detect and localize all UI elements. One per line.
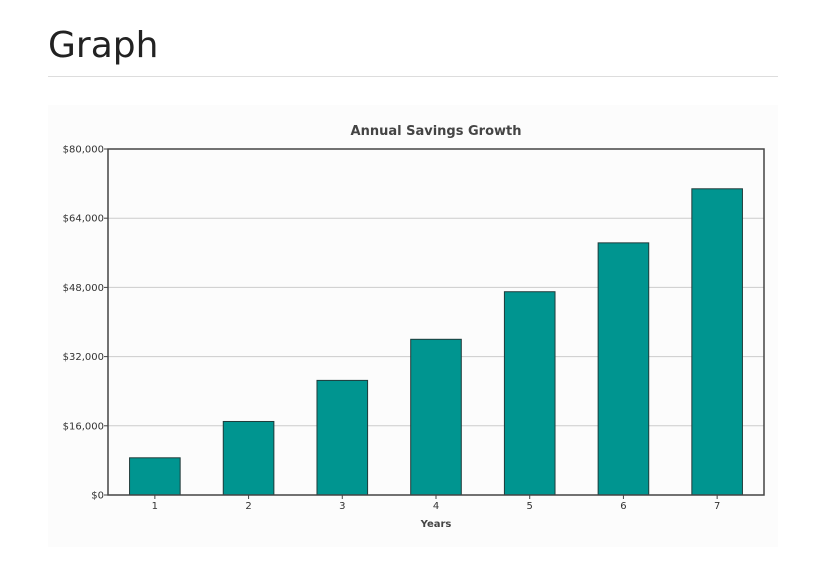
y-tick-label: $64,000 xyxy=(63,214,104,225)
bar xyxy=(222,420,275,496)
bar xyxy=(316,379,369,496)
x-tick-label: 2 xyxy=(245,501,251,512)
x-axis-ticks: 1 2 3 4 5 6 7 xyxy=(152,495,720,512)
x-tick-label: 7 xyxy=(714,501,720,512)
y-tick-label: $80,000 xyxy=(63,145,104,156)
y-tick-label: $16,000 xyxy=(63,421,104,432)
x-tick-label: 6 xyxy=(620,501,626,512)
bar xyxy=(597,242,650,496)
bar-chart: Annual Savings Growth $0 $16,000 $32,000 $4… xyxy=(63,124,765,530)
bar xyxy=(129,457,181,496)
title-divider xyxy=(48,76,778,77)
y-axis-ticks: $0 $16,000 $32,000 $48,000 $64,000 $80,000 xyxy=(63,145,108,502)
bars xyxy=(129,188,743,496)
x-tick-label: 1 xyxy=(152,501,158,512)
x-axis-title: Years xyxy=(420,519,452,530)
bar xyxy=(691,188,743,496)
page-title: Graph xyxy=(48,25,159,66)
y-tick-label: $0 xyxy=(91,491,104,502)
x-tick-label: 4 xyxy=(433,501,439,512)
y-tick-label: $48,000 xyxy=(63,283,104,294)
y-tick-label: $32,000 xyxy=(63,352,104,363)
x-tick-label: 5 xyxy=(527,501,533,512)
chart-title: Annual Savings Growth xyxy=(351,124,522,139)
x-tick-label: 3 xyxy=(339,501,345,512)
bar xyxy=(410,338,462,496)
chart-panel: Annual Savings Growth $0 $16,000 $32,000 $4… xyxy=(48,105,778,547)
bar xyxy=(503,291,556,496)
